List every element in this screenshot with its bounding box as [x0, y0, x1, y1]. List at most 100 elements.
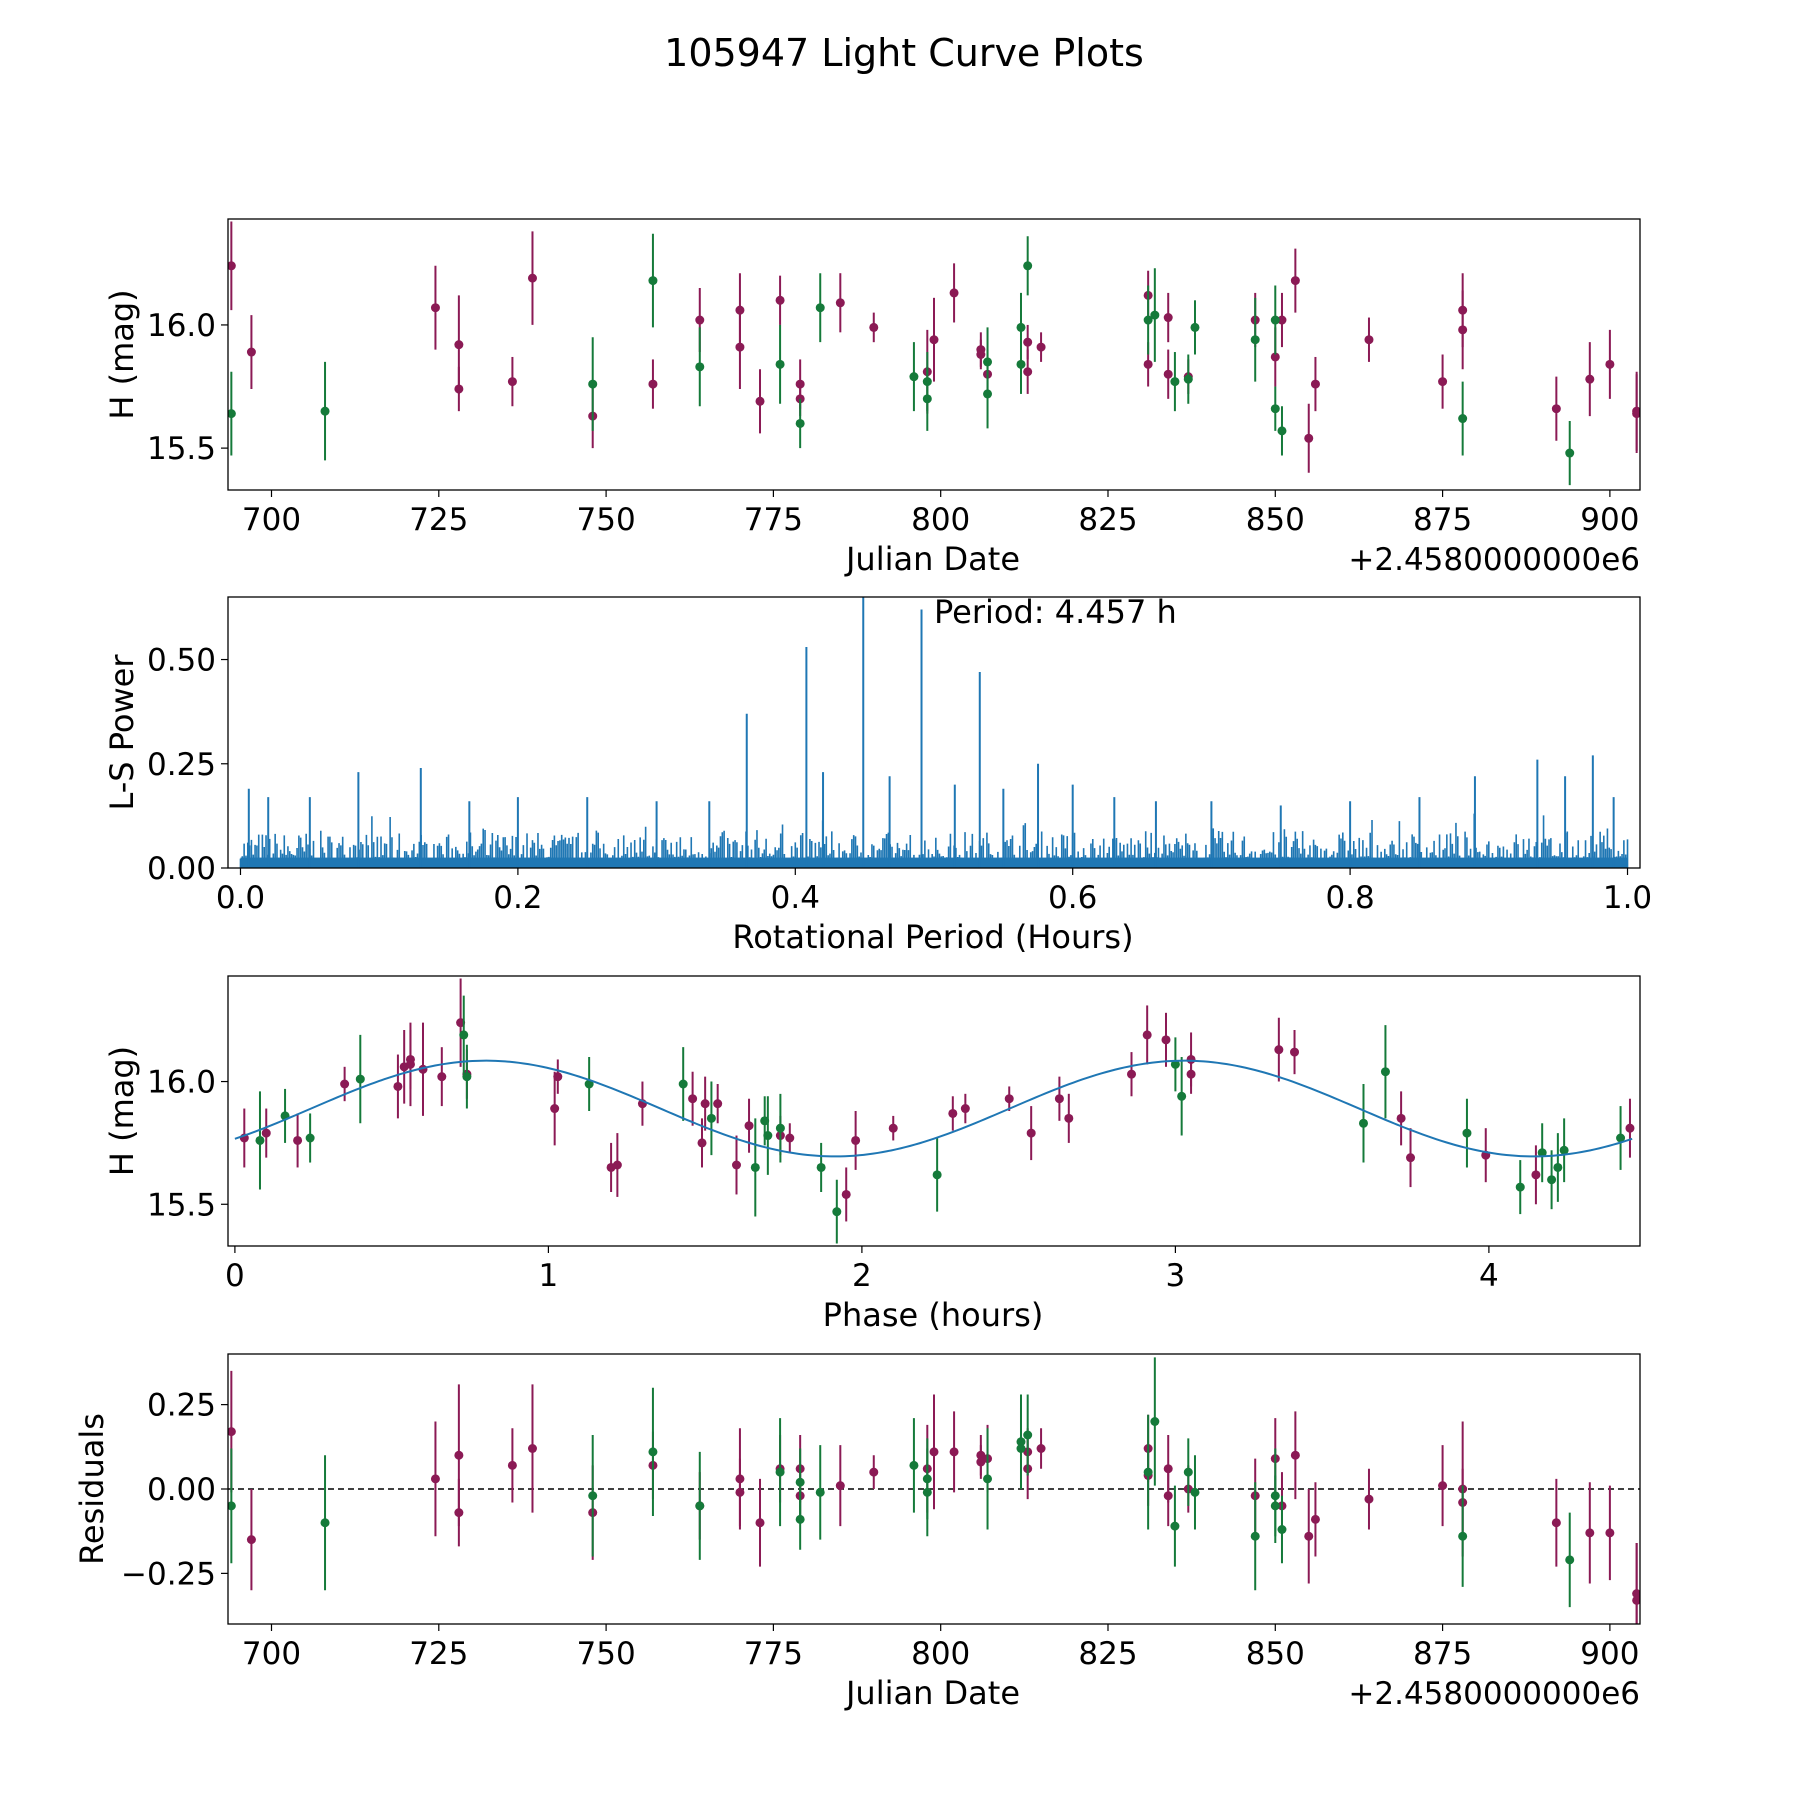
phased-band_b-point — [1358, 1118, 1368, 1128]
residuals-band_a-point — [527, 1444, 537, 1453]
residuals-xtick-label: 725 — [409, 1636, 468, 1672]
lightcurve-xtick-label: 875 — [1413, 502, 1472, 538]
lightcurve-band_b-point — [1023, 261, 1033, 271]
residuals-band_b-point — [1023, 1430, 1033, 1440]
phased-band_b-point — [750, 1162, 760, 1172]
phased-band_b-point — [459, 1030, 469, 1040]
lightcurve-band_a-point — [430, 303, 440, 313]
phased-band_b-point — [763, 1131, 773, 1141]
phased-band_a-point — [700, 1099, 710, 1109]
residuals-band_b-point — [983, 1474, 993, 1484]
phased-panel: 0 1 2 3 4 15.5 16.0 Phase (hours) H (mag) — [103, 975, 1641, 1334]
phased-plot-area — [234, 978, 1635, 1244]
lightcurve-xtick-label: 900 — [1580, 502, 1639, 538]
lightcurve-band_a-point — [1551, 404, 1561, 414]
residuals-xtick-label: 850 — [1246, 1636, 1305, 1672]
lightcurve-band_b-point — [320, 406, 330, 416]
residuals-band_a-point — [430, 1474, 440, 1484]
lightcurve-band_a-point — [507, 377, 517, 387]
lightcurve-band_a-point — [527, 273, 537, 283]
residuals-band_a-point — [755, 1518, 765, 1528]
lightcurve-band_b-point — [1143, 315, 1153, 325]
residuals-band_b-point — [1183, 1467, 1193, 1477]
residuals-band_b-point — [815, 1487, 825, 1497]
residuals-xtick-label: 700 — [242, 1636, 301, 1672]
phased-band_a-point — [1127, 1069, 1137, 1079]
phased-band_a-point — [1406, 1153, 1416, 1163]
residuals-x-offset-label: +2.4580000000e6 — [1348, 1676, 1640, 1712]
lightcurve-band_b-point — [588, 379, 598, 389]
lightcurve-band_a-point — [735, 342, 745, 352]
lightcurve-x-axis-label: Julian Date — [844, 540, 1020, 578]
phased-xtick-label: 4 — [1479, 1258, 1499, 1294]
lightcurve-band_b-point — [1016, 322, 1026, 332]
phased-band_b-point — [832, 1207, 842, 1217]
residuals-band_b-point — [1190, 1487, 1200, 1497]
phased-band_b-point — [1537, 1148, 1547, 1158]
phased-band_a-point — [340, 1079, 350, 1089]
lightcurve-band_b-point — [1150, 310, 1160, 320]
phased-band_a-point — [1186, 1069, 1196, 1079]
residuals-band_b-point — [795, 1477, 805, 1487]
lightcurve-xtick-label: 800 — [911, 502, 970, 538]
periodogram-x-axis-label: Rotational Period (Hours) — [732, 918, 1133, 956]
residuals-band_a-point — [1551, 1518, 1561, 1528]
phased-band_b-point — [1462, 1128, 1472, 1138]
residuals-xtick-label: 775 — [744, 1636, 803, 1672]
lightcurve-band_a-point — [1438, 377, 1448, 387]
phased-model-curve — [234, 1059, 1633, 1158]
residuals-xtick-label: 875 — [1413, 1636, 1472, 1672]
lightcurve-ytick-label: 16.0 — [147, 308, 216, 344]
phased-y-axis-label: H (mag) — [103, 1046, 141, 1176]
phased-band_a-point — [1064, 1113, 1074, 1123]
lightcurve-band_b-point — [983, 389, 993, 399]
phased-band_a-point — [1531, 1170, 1541, 1180]
lightcurve-band_b-point — [1183, 374, 1193, 384]
phased-band_b-point — [706, 1113, 716, 1123]
lightcurve-band_a-point — [949, 288, 959, 298]
residuals-band_b-point — [648, 1447, 658, 1457]
phased-xtick-label: 2 — [852, 1258, 872, 1294]
periodogram-xtick-label: 0.6 — [1048, 880, 1097, 916]
residuals-ytick-label: −0.25 — [121, 1556, 216, 1592]
residuals-band_b-point — [775, 1467, 785, 1477]
residuals-plot-area — [228, 1357, 1640, 1624]
periodogram-ytick-label: 0.00 — [147, 851, 216, 887]
phased-band_a-point — [948, 1108, 958, 1118]
phased-band_a-point — [785, 1133, 795, 1143]
period-annotation: Period: 4.457 h — [934, 593, 1177, 631]
residuals-panel: 700 725 750 775 800 825 850 875 900 −0.25 0.00 0.25… — [73, 1353, 1641, 1712]
lightcurve-band_b-point — [1277, 426, 1287, 436]
periodogram-ytick-label: 0.50 — [147, 643, 216, 679]
residuals-band_b-point — [1250, 1531, 1260, 1541]
lightcurve-band_a-point — [1310, 379, 1320, 389]
phased-band_a-point — [612, 1160, 622, 1170]
residuals-band_a-point — [949, 1447, 959, 1457]
residuals-band_a-point — [929, 1447, 939, 1457]
phased-band_a-point — [713, 1099, 723, 1109]
phased-band_b-point — [1553, 1162, 1563, 1172]
phased-band_a-point — [851, 1135, 861, 1145]
lightcurve-band_a-point — [775, 295, 785, 305]
residuals-band_a-point — [454, 1450, 464, 1460]
phased-ytick-label: 16.0 — [147, 1065, 216, 1101]
lightcurve-band_b-point — [775, 359, 785, 369]
phased-band_a-point — [1396, 1113, 1406, 1123]
lightcurve-band_a-point — [1023, 367, 1033, 377]
residuals-band_a-point — [1605, 1528, 1615, 1538]
phased-band_a-point — [744, 1121, 754, 1131]
periodogram-xtick-label: 0.0 — [216, 880, 265, 916]
lightcurve-frame — [227, 218, 1641, 491]
lightcurve-ytick-label: 15.5 — [147, 431, 216, 467]
residuals-band_a-point — [1585, 1528, 1595, 1538]
phased-band_a-point — [1290, 1047, 1300, 1057]
residuals-band_b-point — [695, 1501, 705, 1511]
residuals-band_a-point — [1163, 1491, 1173, 1501]
lightcurve-band_a-point — [976, 350, 986, 359]
lightcurve-band_b-point — [909, 372, 919, 382]
lightcurve-band_a-point — [454, 384, 464, 394]
periodogram-panel: 0.0 0.2 0.4 0.6 0.8 1.0 0.00 0.25 0.50 Rotational… — [103, 593, 1652, 956]
phased-band_b-point — [1170, 1059, 1180, 1069]
lightcurve-band_a-point — [1163, 313, 1173, 323]
lightcurve-band_a-point — [648, 379, 658, 389]
